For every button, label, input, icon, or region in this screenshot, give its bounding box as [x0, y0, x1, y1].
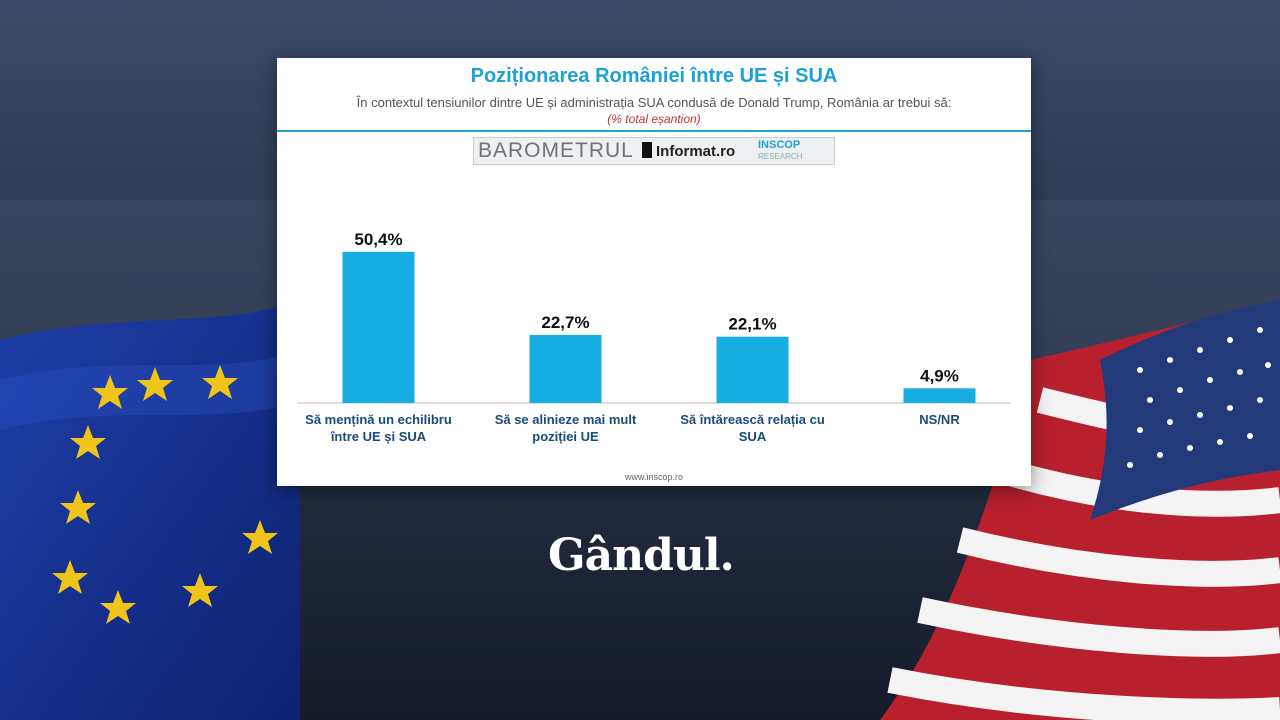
category-label-2-1: SUA: [739, 429, 767, 444]
bar-2: [716, 336, 789, 403]
value-label-2: 22,1%: [728, 315, 776, 334]
category-label-3-0: NS/NR: [919, 412, 960, 427]
chart-note: (% total eșantion): [607, 112, 701, 126]
value-label-1: 22,7%: [541, 313, 589, 332]
informat-logo-text: Informat.ro: [656, 143, 736, 160]
sponsor-logos: BAROMETRUL Informat.ro INSCOP RESEARCH: [473, 137, 835, 165]
bar-0: [342, 251, 415, 403]
bar-3: [903, 388, 976, 403]
value-label-3: 4,9%: [920, 366, 959, 385]
category-label-1-1: poziției UE: [532, 429, 599, 444]
informat-icon: [642, 142, 652, 158]
informat-logo: Informat.ro: [642, 142, 735, 160]
value-label-0: 50,4%: [354, 230, 402, 249]
barometer-logo: BAROMETRUL: [478, 139, 634, 162]
chart-subtitle: În contextul tensiunilor dintre UE și ad…: [356, 95, 952, 110]
category-label-0-0: Să mențină un echilibru: [305, 412, 452, 427]
bar-chart: 50,4% Să mențină un echilibru între UE și …: [297, 230, 1011, 444]
category-label-2-0: Să întărească relația cu: [680, 412, 825, 427]
footer-url: www.inscop.ro: [624, 472, 684, 482]
chart-card: Poziționarea României între UE și SUA În…: [277, 58, 1031, 486]
category-label-1-0: Să se alinieze mai mult: [495, 412, 637, 427]
title-divider: [277, 130, 1031, 132]
inscop-logo: INSCOP RESEARCH: [758, 140, 802, 162]
inscop-logo-sub: RESEARCH: [758, 152, 803, 161]
category-label-0-1: între UE și SUA: [330, 429, 427, 444]
inscop-logo-text: INSCOP: [758, 139, 801, 151]
gandul-logo: Gândul.: [548, 530, 735, 581]
eu-flag: [0, 300, 300, 720]
eu-stars: [52, 365, 278, 624]
bar-1: [529, 334, 602, 403]
chart-title: Poziționarea României între UE și SUA: [470, 65, 838, 87]
